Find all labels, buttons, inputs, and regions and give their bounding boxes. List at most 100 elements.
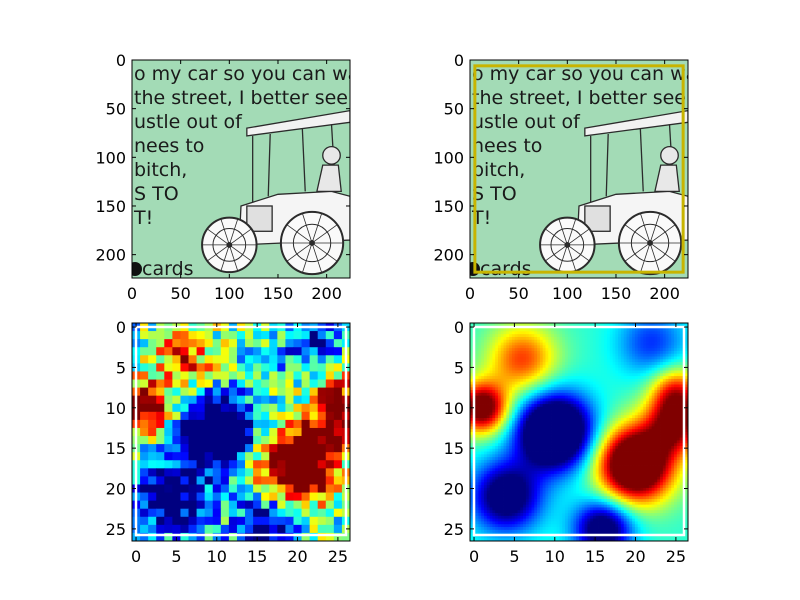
heatmap-cell — [634, 392, 639, 397]
heatmap-cell — [531, 451, 535, 455]
heatmap-cell — [612, 331, 616, 335]
heatmap-cell — [592, 465, 597, 469]
heatmap-cell — [500, 454, 504, 458]
heatmap-cell — [609, 429, 613, 433]
heatmap-cell — [531, 440, 535, 444]
heatmap-cell — [497, 445, 502, 450]
heatmap-cell — [612, 459, 616, 464]
heatmap-cell — [236, 484, 246, 494]
heatmap-cell — [679, 448, 683, 452]
heatmap-cell — [553, 392, 558, 397]
heatmap-cell — [537, 339, 541, 343]
heatmap-cell — [542, 353, 546, 357]
heatmap-cell — [481, 390, 485, 394]
heatmap-cell — [481, 401, 485, 405]
heatmap-cell — [500, 448, 504, 452]
heatmap-cell — [676, 323, 681, 327]
car-illustration — [539, 109, 688, 276]
heatmap-cell — [579, 404, 583, 408]
heatmap-cell — [551, 426, 555, 430]
heatmap-cell — [618, 409, 622, 413]
heatmap-cell — [601, 468, 605, 472]
heatmap-cell — [475, 401, 479, 405]
heatmap-cell — [236, 436, 246, 445]
heatmap-cell — [548, 404, 552, 408]
heatmap-cell — [612, 406, 616, 411]
heatmap-cell — [492, 432, 496, 436]
image-text-line: S TO — [472, 183, 517, 205]
heatmap-cell — [646, 454, 650, 458]
heatmap-cell — [657, 342, 661, 346]
heatmap-cell — [520, 359, 524, 363]
heatmap-cell — [632, 437, 636, 441]
heatmap-cell — [503, 336, 507, 341]
heatmap-cell — [475, 443, 479, 447]
heatmap-cell — [581, 409, 585, 413]
heatmap-cell — [665, 429, 669, 433]
heatmap-cell — [671, 429, 675, 433]
heatmap-cell — [657, 423, 661, 427]
heatmap-cell — [668, 398, 672, 402]
heatmap-cell — [470, 384, 474, 388]
heatmap-cell — [506, 406, 510, 411]
heatmap-cell — [623, 420, 627, 425]
heatmap-cell — [565, 384, 569, 388]
heatmap-cell — [528, 367, 532, 371]
heatmap-cell — [548, 328, 552, 332]
heatmap-cell — [651, 432, 655, 436]
heatmap-cell — [511, 406, 516, 411]
heatmap-cell — [609, 334, 613, 338]
heatmap-cell — [548, 364, 552, 369]
heatmap-cell — [548, 418, 552, 422]
heatmap-cell — [651, 370, 655, 374]
heatmap-cell — [584, 434, 588, 438]
heatmap-cell — [539, 339, 544, 343]
heatmap-cell — [172, 492, 181, 502]
heatmap-cell — [634, 432, 639, 436]
heatmap-cell — [537, 465, 541, 469]
heatmap-cell — [261, 460, 270, 469]
heatmap-cell — [615, 387, 619, 391]
heatmap-cell — [620, 373, 625, 377]
heatmap-cell — [196, 371, 206, 381]
heatmap-cell — [674, 451, 678, 455]
heatmap-cell — [545, 331, 549, 335]
heatmap-cell — [643, 432, 647, 436]
heatmap-cell — [634, 398, 639, 402]
heatmap-cell — [609, 462, 613, 466]
heatmap-cell — [565, 395, 569, 399]
heatmap-cell — [601, 328, 605, 332]
y-tick-label: 100 — [433, 148, 464, 167]
heatmap-cell — [539, 462, 544, 466]
heatmap-cell — [646, 409, 650, 413]
heatmap-cell — [637, 420, 641, 425]
heatmap-cell — [497, 454, 502, 458]
heatmap-cell — [509, 390, 513, 394]
heatmap-cell — [261, 500, 270, 510]
heatmap-cell — [164, 452, 173, 461]
heatmap-cell — [626, 437, 630, 441]
heatmap-cell — [559, 429, 563, 433]
heatmap-cell — [626, 362, 630, 366]
heatmap-cell — [584, 420, 588, 425]
heatmap-cell — [626, 339, 630, 343]
heatmap-cell — [523, 418, 527, 422]
heatmap-cell — [654, 387, 658, 391]
heatmap-cell — [609, 395, 613, 399]
heatmap-cell — [528, 401, 532, 405]
heatmap-cell — [495, 448, 499, 452]
heatmap-cell — [556, 418, 560, 422]
heatmap-cell — [228, 371, 238, 381]
heatmap-cell — [579, 420, 583, 425]
heatmap-cell — [567, 390, 572, 394]
heatmap-cell — [497, 348, 502, 352]
heatmap-cell — [648, 401, 653, 405]
heatmap-cell — [236, 411, 246, 421]
heatmap-cell — [492, 331, 496, 335]
heatmap-cell — [531, 376, 535, 380]
heatmap-cell — [478, 336, 482, 341]
heatmap-cell — [523, 339, 527, 343]
heatmap-cell — [517, 345, 521, 349]
heatmap-cell — [629, 328, 633, 332]
heatmap-cell — [486, 392, 490, 397]
